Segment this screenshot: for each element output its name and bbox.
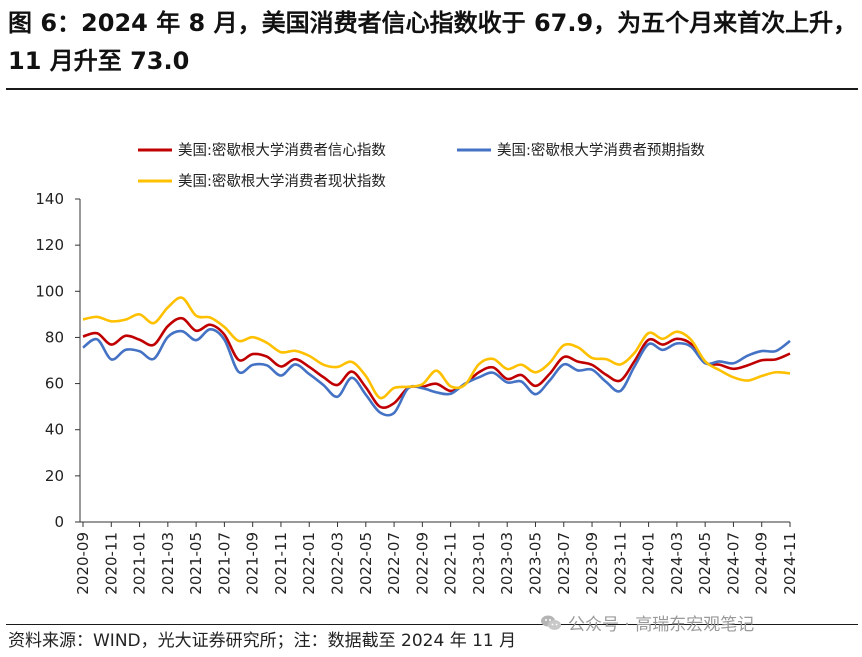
x-tick-label: 2022-11 — [442, 532, 460, 595]
y-tick-label: 20 — [45, 467, 64, 485]
y-axis: 0 20 40 60 80 100 120 140 — [35, 190, 81, 531]
x-tick-label: 2024-03 — [668, 532, 686, 595]
x-tick-label: 2021-03 — [159, 532, 177, 595]
x-tick-label: 2023-05 — [526, 532, 544, 595]
series-line-0 — [82, 316, 791, 409]
wechat-icon — [541, 615, 561, 630]
x-tick-label: 2022-03 — [329, 532, 347, 595]
x-tick-label: 2023-01 — [470, 532, 488, 595]
x-tick-label: 2024-01 — [640, 532, 658, 595]
x-tick-label: 2021-07 — [215, 532, 233, 595]
x-tick-label: 2023-11 — [611, 532, 629, 595]
watermark: 公众号 · 高瑞东宏观笔记 — [540, 610, 754, 635]
y-tick-label: 100 — [35, 282, 64, 300]
y-tick-label: 0 — [54, 513, 64, 531]
x-tick-label: 2021-09 — [244, 532, 262, 595]
x-tick-label: 2021-11 — [272, 532, 290, 595]
series-line-2 — [82, 296, 791, 400]
x-tick-label: 2024-11 — [781, 532, 799, 595]
footer-divider — [6, 624, 858, 625]
title-divider — [6, 88, 858, 90]
y-tick-label: 140 — [35, 190, 64, 208]
chart-legend: 美国:密歇根大学消费者信心指数 美国:密歇根大学消费者预期指数美国:密歇根大学消费… — [138, 142, 705, 190]
y-tick-label: 80 — [45, 328, 64, 346]
x-tick-label: 2022-01 — [300, 532, 318, 595]
x-tick-label: 2023-09 — [583, 532, 601, 595]
x-tick-label: 2021-01 — [131, 532, 149, 595]
series-lines — [82, 296, 791, 417]
watermark-text: 公众号 · 高瑞东宏观笔记 — [568, 615, 755, 635]
source-note: 资料来源：WIND，光大证券研究所；注：数据截至 2024 年 11 月 — [8, 631, 517, 651]
x-tick-label: 2023-07 — [555, 532, 573, 595]
x-tick-label: 2024-05 — [696, 532, 714, 595]
x-tick-label: 2022-09 — [413, 532, 431, 595]
x-tick-label: 2024-07 — [724, 532, 742, 595]
chart-title: 图 6：2024 年 8 月，美国消费者信心指数收于 67.9，为五个月来首次上… — [8, 9, 858, 75]
y-tick-label: 120 — [35, 236, 64, 254]
y-tick-label: 40 — [45, 421, 64, 439]
x-tick-label: 2022-07 — [385, 532, 403, 595]
line-chart: 美国:密歇根大学消费者信心指数 美国:密歇根大学消费者预期指数美国:密歇根大学消费… — [35, 142, 799, 595]
x-tick-label: 2024-09 — [753, 532, 771, 595]
legend-label-1: 美国:密歇根大学消费者预期指数 — [497, 142, 705, 159]
y-tick-label: 60 — [45, 375, 64, 393]
legend-label-2: 美国:密歇根大学消费者现状指数 — [178, 173, 386, 190]
x-tick-label: 2022-05 — [357, 532, 375, 595]
legend-label-0: 美国:密歇根大学消费者信心指数 — [178, 142, 386, 159]
x-tick-label: 2020-09 — [74, 532, 92, 595]
series-line-1 — [82, 328, 791, 417]
x-tick-label: 2021-05 — [187, 532, 205, 595]
x-axis: 2020-09 2020-11 2021-01 2021-03 2021-05 2021-… — [74, 521, 799, 595]
x-tick-label: 2020-11 — [102, 532, 120, 595]
x-tick-label: 2023-03 — [498, 532, 516, 595]
